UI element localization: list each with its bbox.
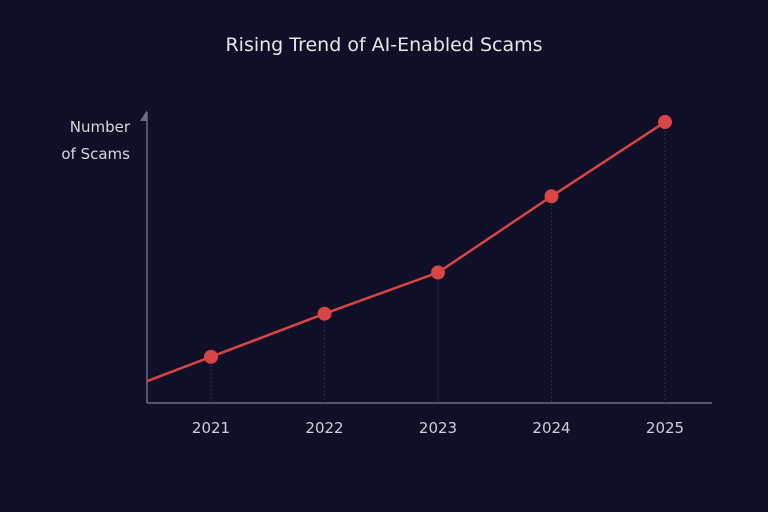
y-axis-label: Number of Scams <box>61 114 130 168</box>
x-tick-label: 2022 <box>305 419 343 437</box>
x-tick-label: 2025 <box>646 419 684 437</box>
series-line <box>146 120 666 383</box>
y-axis-label-line-1: Number <box>69 118 130 136</box>
data-point-2025 <box>658 115 672 130</box>
data-point-2024 <box>544 189 559 204</box>
x-tick-label: 2024 <box>532 419 570 437</box>
x-tick-label: 2023 <box>419 419 457 437</box>
data-point-2023 <box>431 265 445 280</box>
data-point-2021 <box>204 349 218 364</box>
x-tick-label: 2021 <box>192 419 230 437</box>
y-axis-arrow-icon <box>140 110 147 121</box>
y-axis-label-line-2: of Scams <box>61 145 130 163</box>
data-point-2022 <box>317 306 332 321</box>
chart-title: Rising Trend of AI-Enabled Scams <box>225 34 543 56</box>
